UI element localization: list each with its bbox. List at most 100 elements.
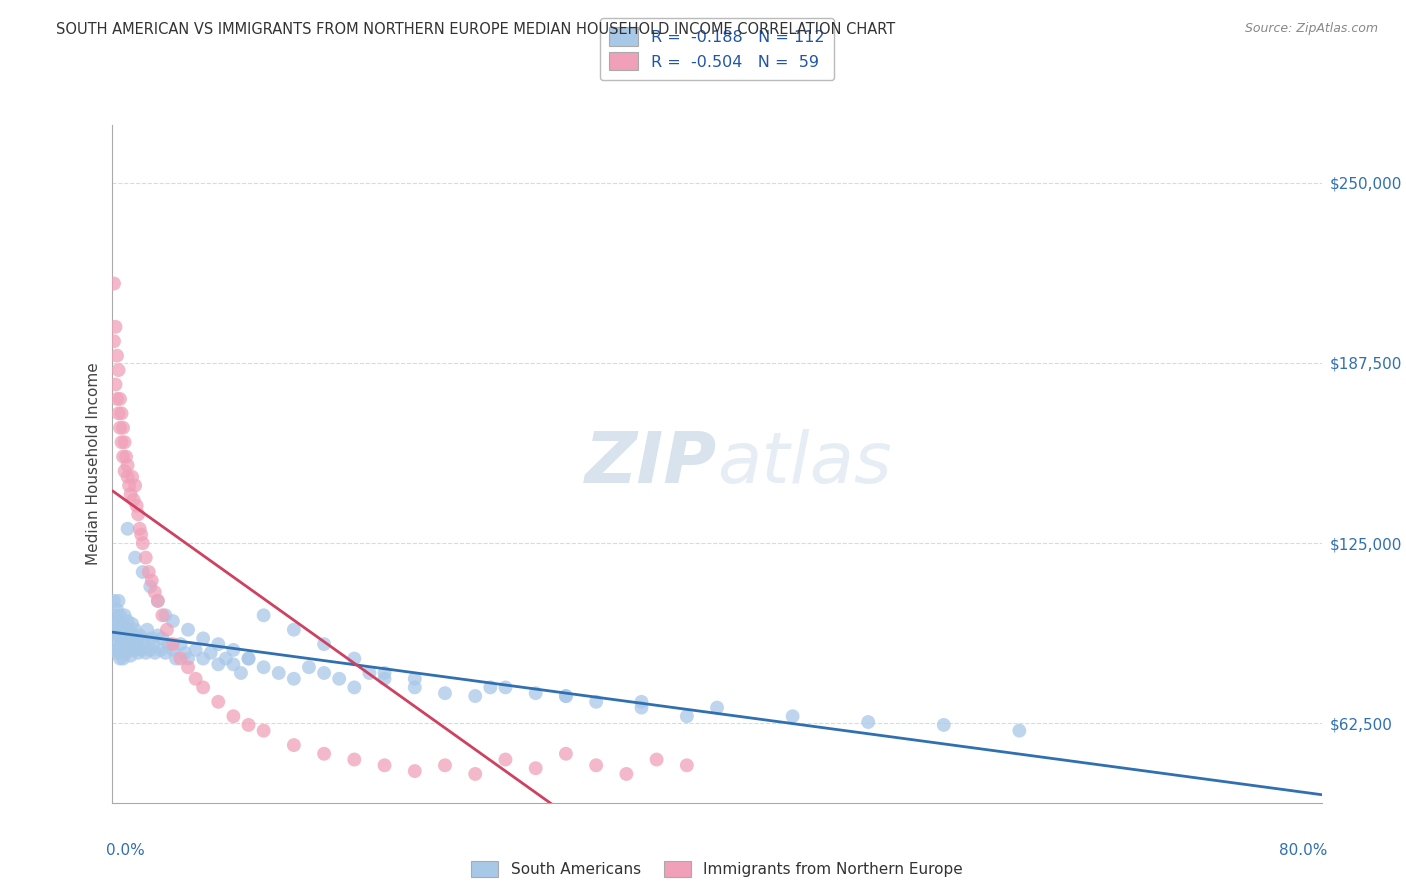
Point	[146, 594, 169, 608]
Point	[142, 637, 165, 651]
Point	[105, 602, 128, 616]
Point	[162, 637, 184, 651]
Point	[110, 406, 132, 420]
Point	[115, 450, 138, 464]
Point	[132, 632, 155, 646]
Point	[150, 632, 173, 646]
Point	[112, 632, 135, 646]
Point	[200, 646, 222, 660]
Point	[554, 689, 576, 703]
Point	[103, 277, 125, 291]
Point	[120, 632, 142, 646]
Point	[118, 643, 141, 657]
Point	[155, 646, 177, 660]
Point	[177, 651, 200, 665]
Point	[238, 651, 260, 665]
Point	[135, 646, 157, 660]
Point	[464, 767, 486, 781]
Point	[122, 628, 145, 642]
Point	[253, 608, 276, 623]
Point	[105, 392, 128, 406]
Point	[124, 643, 146, 657]
Point	[104, 319, 127, 334]
Point	[136, 623, 159, 637]
Point	[630, 695, 652, 709]
Point	[112, 616, 135, 631]
Point	[110, 435, 132, 450]
Point	[103, 594, 125, 608]
Point	[104, 377, 127, 392]
Point	[207, 637, 229, 651]
Point	[125, 637, 148, 651]
Text: atlas: atlas	[717, 429, 891, 499]
Point	[782, 709, 804, 723]
Point	[110, 623, 132, 637]
Point	[138, 565, 160, 579]
Point	[495, 752, 517, 766]
Point	[114, 623, 136, 637]
Point	[108, 421, 131, 435]
Point	[115, 628, 138, 642]
Legend: South Americans, Immigrants from Northern Europe: South Americans, Immigrants from Norther…	[465, 855, 969, 883]
Point	[554, 689, 576, 703]
Text: 0.0%: 0.0%	[107, 844, 145, 858]
Point	[105, 646, 128, 660]
Point	[645, 752, 668, 766]
Point	[464, 689, 486, 703]
Point	[524, 686, 547, 700]
Point	[169, 637, 191, 651]
Point	[184, 672, 207, 686]
Point	[124, 550, 146, 565]
Point	[177, 660, 200, 674]
Point	[191, 681, 214, 695]
Point	[121, 470, 143, 484]
Point	[675, 758, 697, 772]
Point	[108, 608, 131, 623]
Point	[283, 738, 305, 752]
Point	[143, 585, 166, 599]
Point	[115, 646, 138, 660]
Point	[359, 665, 381, 680]
Point	[117, 637, 139, 651]
Point	[165, 651, 187, 665]
Point	[156, 623, 179, 637]
Point	[191, 651, 214, 665]
Point	[110, 643, 132, 657]
Point	[706, 700, 728, 714]
Point	[524, 761, 547, 775]
Point	[616, 767, 638, 781]
Point	[112, 450, 135, 464]
Point	[207, 695, 229, 709]
Point	[134, 637, 156, 651]
Point	[125, 499, 148, 513]
Point	[238, 651, 260, 665]
Point	[177, 623, 200, 637]
Point	[114, 435, 136, 450]
Point	[495, 681, 517, 695]
Point	[141, 574, 163, 588]
Point	[122, 492, 145, 507]
Y-axis label: Median Household Income: Median Household Income	[86, 362, 101, 566]
Point	[104, 616, 127, 631]
Text: Source: ZipAtlas.com: Source: ZipAtlas.com	[1244, 22, 1378, 36]
Point	[135, 550, 157, 565]
Point	[343, 651, 366, 665]
Point	[129, 527, 152, 541]
Point	[121, 637, 143, 651]
Point	[107, 363, 129, 377]
Point	[132, 536, 155, 550]
Point	[328, 672, 350, 686]
Point	[314, 747, 336, 761]
Point	[129, 643, 152, 657]
Point	[104, 608, 127, 623]
Point	[222, 643, 245, 657]
Point	[184, 643, 207, 657]
Point	[105, 623, 128, 637]
Point	[128, 522, 150, 536]
Point	[117, 614, 139, 628]
Point	[107, 643, 129, 657]
Point	[108, 651, 131, 665]
Point	[314, 665, 336, 680]
Point	[169, 651, 191, 665]
Point	[150, 608, 173, 623]
